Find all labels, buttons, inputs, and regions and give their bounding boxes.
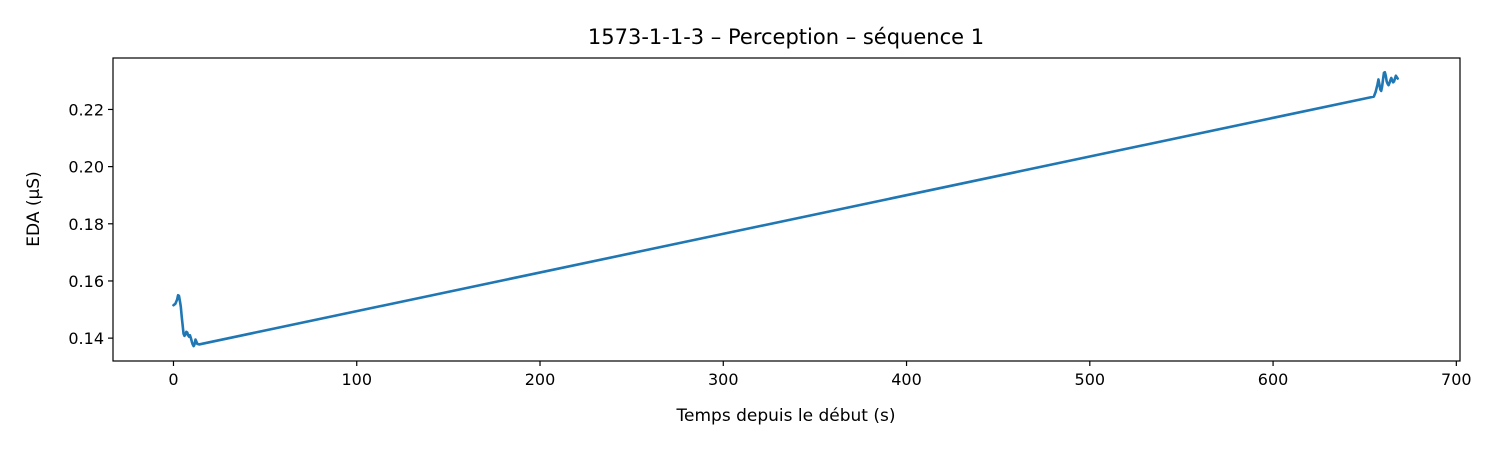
x-tick-label: 100 [341,370,372,389]
series-line-1 [172,70,1399,348]
y-axis: 0.14 0.16 0.18 0.20 0.22 [68,100,113,348]
x-tick-label: 200 [525,370,556,389]
x-tick-label: 500 [1075,370,1106,389]
x-axis-label: Temps depuis le début (s) [676,406,896,426]
y-tick-label: 0.16 [68,272,104,291]
y-tick-label: 0.14 [68,329,104,348]
chart-title: 1573-1-1-3 – Perception – séquence 1 [588,25,984,49]
x-tick-label: 600 [1258,370,1289,389]
y-tick-label: 0.18 [68,215,104,234]
plot-frame [112,57,1461,362]
x-tick-label: 0 [168,370,178,389]
plot-area [112,57,1461,362]
x-tick-label: 400 [891,370,922,389]
x-tick-label: 300 [708,370,739,389]
y-tick-label: 0.22 [68,100,104,119]
y-axis-label: EDA (µS) [24,171,44,246]
y-tick-label: 0.20 [68,158,104,177]
x-tick-label: 700 [1441,370,1472,389]
x-axis: 0 100 200 300 400 500 600 700 [168,361,1472,389]
